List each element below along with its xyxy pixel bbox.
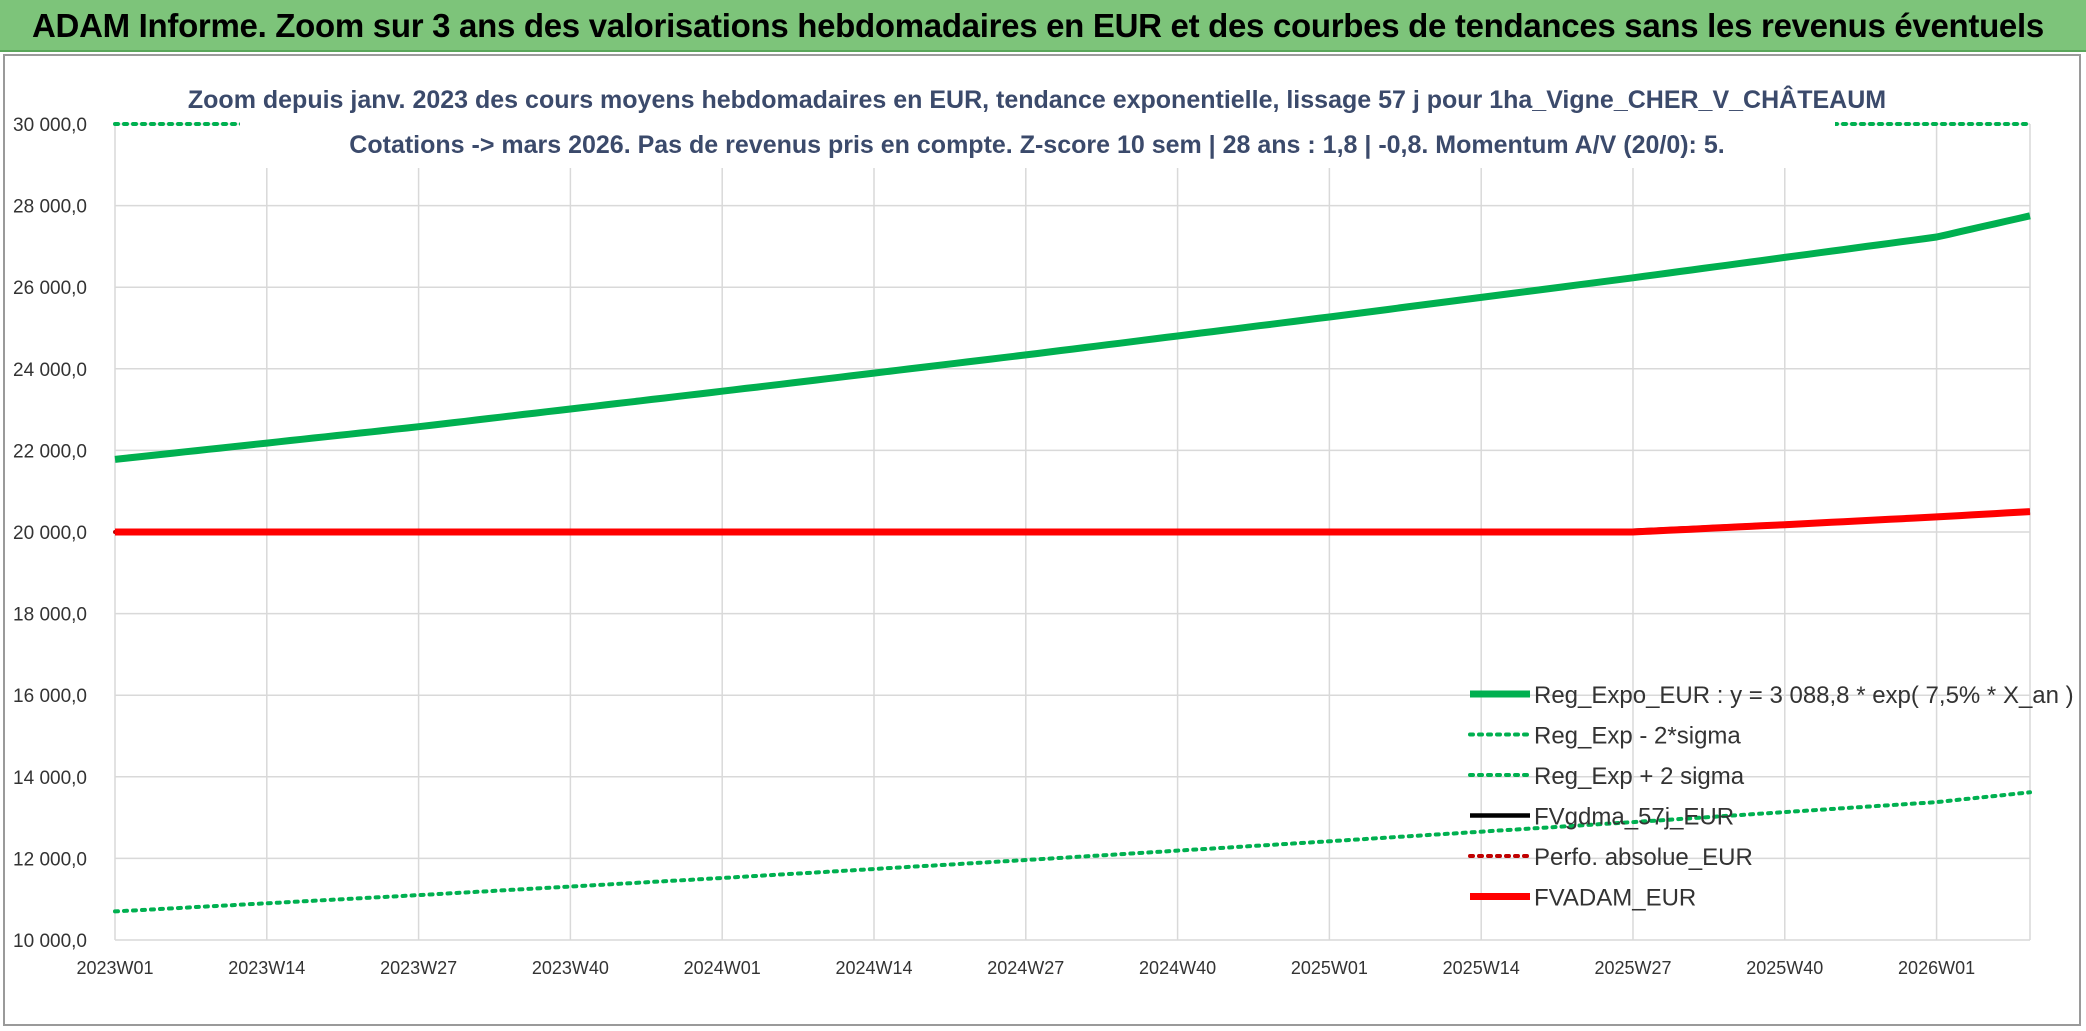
y-tick-label: 30 000,0 <box>13 115 87 136</box>
title-background <box>240 108 1835 168</box>
series-lines <box>113 122 2032 914</box>
series-line-5 <box>115 508 2031 536</box>
y-tick-label: 28 000,0 <box>13 197 87 218</box>
x-axis-ticks: 2023W01 2023W14 2023W27 2023W40 2024W01 2024W… <box>76 958 1975 978</box>
y-tick-label: 26 000,0 <box>13 278 87 299</box>
x-tick-label: 2025W27 <box>1594 958 1671 978</box>
grid-lines <box>114 123 2031 941</box>
y-tick-label: 14 000,0 <box>13 768 87 789</box>
legend-label-3: FVgdma_57j_EUR <box>1534 804 1734 831</box>
legend-label-4: Perfo. absolue_EUR <box>1534 844 1753 871</box>
x-tick-label: 2023W27 <box>380 958 457 978</box>
y-tick-label: 24 000,0 <box>13 360 87 381</box>
legend: Reg_Expo_EUR : y = 3 088,8 * exp( 7,5% *… <box>1468 682 2074 912</box>
series-line-0 <box>114 212 2031 463</box>
x-tick-label: 2024W01 <box>684 958 761 978</box>
x-tick-label: 2023W40 <box>532 958 609 978</box>
x-tick-label: 2024W14 <box>835 958 912 978</box>
x-tick-label: 2025W14 <box>1443 958 1520 978</box>
series-line-1 <box>113 790 2032 914</box>
report-banner: ADAM Informe. Zoom sur 3 ans des valoris… <box>0 0 2086 52</box>
x-tick-label: 2025W40 <box>1746 958 1823 978</box>
x-tick-label: 2024W40 <box>1139 958 1216 978</box>
legend-label-5: FVADAM_EUR <box>1534 885 1696 912</box>
x-tick-label: 2024W27 <box>987 958 1064 978</box>
y-tick-label: 12 000,0 <box>13 849 87 870</box>
y-tick-label: 16 000,0 <box>13 686 87 707</box>
x-tick-label: 2026W01 <box>1898 958 1975 978</box>
y-tick-label: 10 000,0 <box>13 931 87 952</box>
legend-label-2: Reg_Exp + 2 sigma <box>1534 763 1745 790</box>
chart-title-line-2: Cotations -> mars 2026. Pas de revenus p… <box>349 131 1724 159</box>
chart-title-line-1: Zoom depuis janv. 2023 des cours moyens … <box>188 84 1886 114</box>
chart-frame <box>3 54 2081 1026</box>
x-tick-label: 2023W14 <box>228 958 305 978</box>
y-axis-ticks: 10 000,0 12 000,0 14 000,0 16 000,0 18 000,0… <box>13 115 87 952</box>
legend-label-1: Reg_Exp - 2*sigma <box>1534 723 1741 750</box>
y-tick-label: 20 000,0 <box>13 523 87 544</box>
y-tick-label: 18 000,0 <box>13 605 87 626</box>
x-tick-label: 2023W01 <box>76 958 153 978</box>
y-tick-label: 22 000,0 <box>13 441 87 462</box>
legend-label-0: Reg_Expo_EUR : y = 3 088,8 * exp( 7,5% *… <box>1534 682 2074 709</box>
x-tick-label: 2025W01 <box>1291 958 1368 978</box>
report-title: ADAM Informe. Zoom sur 3 ans des valoris… <box>32 7 2044 44</box>
